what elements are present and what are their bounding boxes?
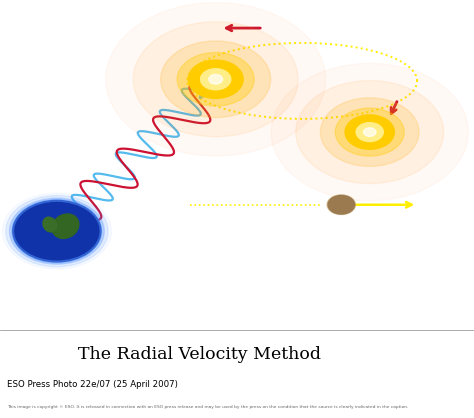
Text: ESO: ESO	[412, 363, 453, 381]
Circle shape	[9, 198, 104, 264]
Circle shape	[6, 196, 108, 267]
Circle shape	[188, 60, 243, 98]
Circle shape	[296, 81, 444, 184]
Text: This image is copyright © ESO. It is released in connection with an ESO press re: This image is copyright © ESO. It is rel…	[7, 405, 409, 410]
Circle shape	[201, 69, 231, 90]
Text: +: +	[396, 367, 406, 381]
Circle shape	[335, 108, 404, 156]
Circle shape	[364, 128, 376, 136]
Circle shape	[177, 52, 254, 106]
Text: +: +	[427, 334, 438, 347]
Circle shape	[133, 22, 298, 137]
Circle shape	[161, 41, 271, 117]
Circle shape	[209, 74, 223, 84]
Circle shape	[328, 196, 355, 214]
Circle shape	[356, 122, 383, 142]
Text: EXOPLANET: EXOPLANET	[365, 228, 434, 238]
Text: +: +	[459, 367, 469, 381]
Ellipse shape	[43, 217, 56, 232]
Circle shape	[345, 115, 394, 149]
Circle shape	[13, 201, 101, 262]
Text: HOST STAR: HOST STAR	[181, 0, 251, 2]
Text: +: +	[427, 401, 438, 414]
Text: The Radial Velocity Method: The Radial Velocity Method	[78, 346, 320, 363]
Text: ESO Press Photo 22e/07 (25 April 2007): ESO Press Photo 22e/07 (25 April 2007)	[7, 380, 178, 389]
Circle shape	[320, 98, 419, 166]
Ellipse shape	[52, 214, 79, 238]
